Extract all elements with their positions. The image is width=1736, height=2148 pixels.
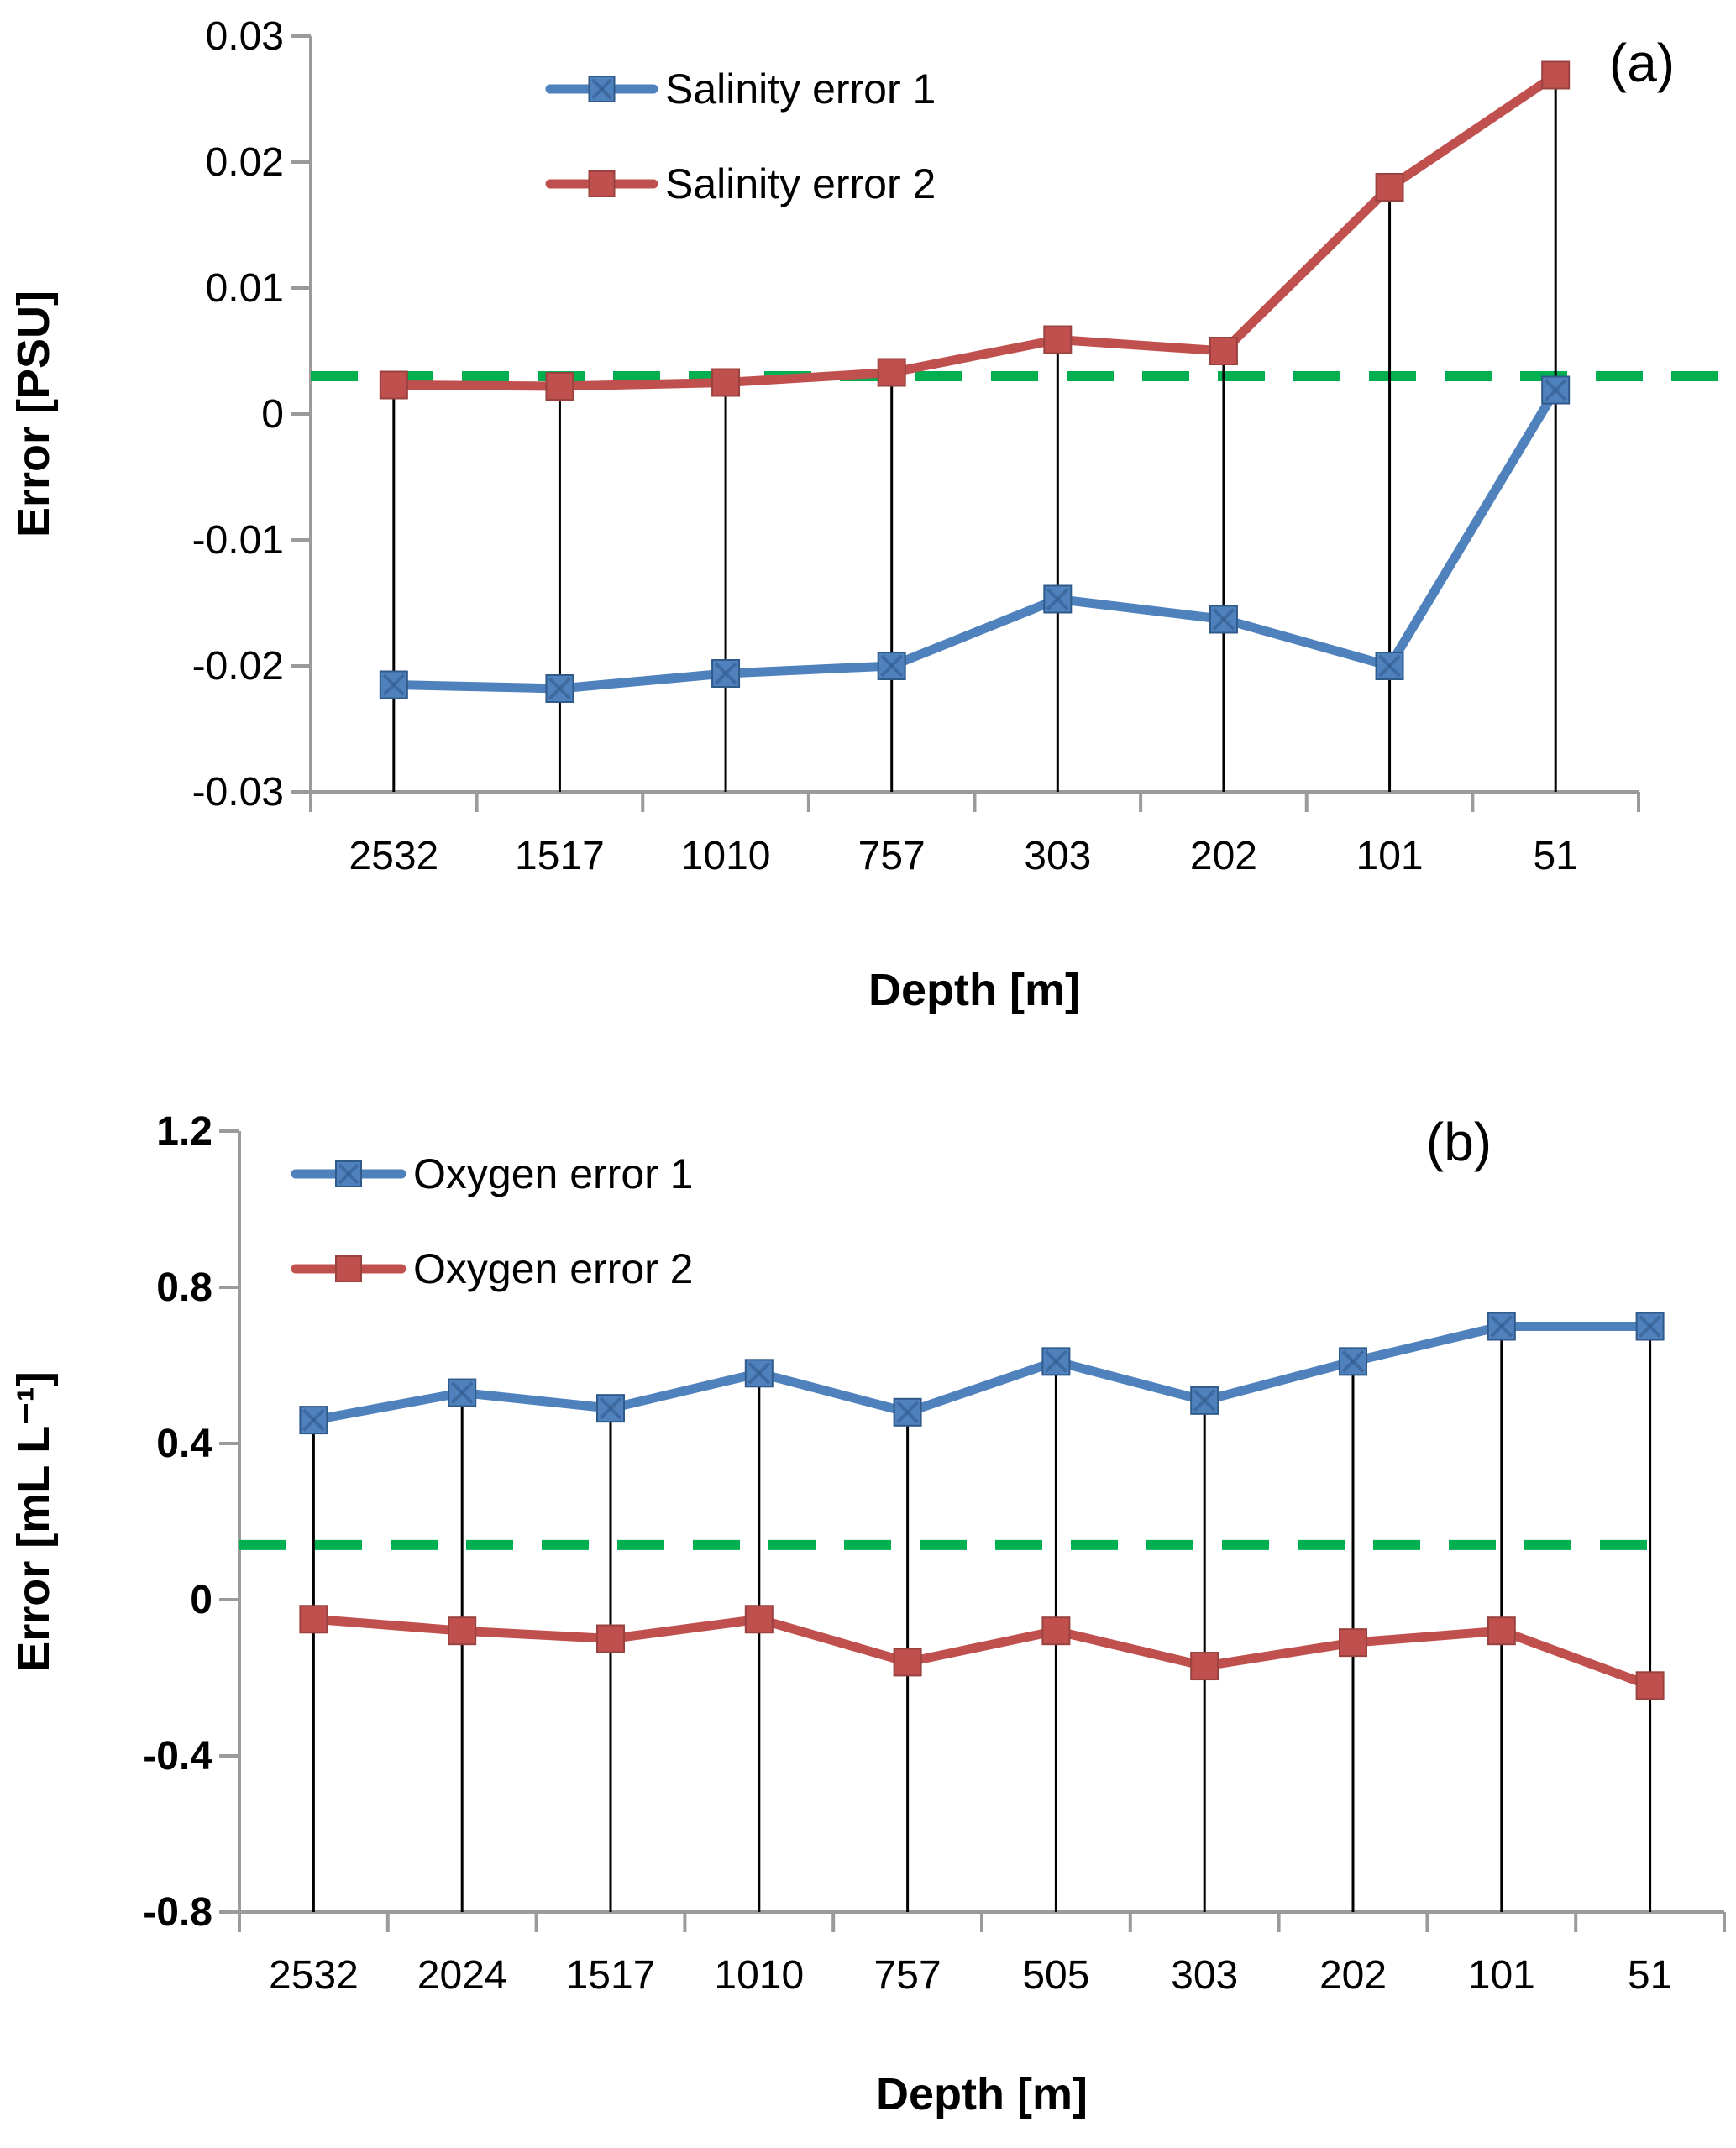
panel-a-series-salinity-error-1-marker-202-x2 <box>1212 608 1235 631</box>
panel-a-series-salinity-error-2-line <box>389 71 1560 391</box>
panel-a-series-salinity-error-1-marker-1010-x2 <box>714 662 737 685</box>
panel-a-series-salinity-error-2-marker-51 <box>1541 60 1571 90</box>
panel-b-series-oxygen-error-2-marker-101 <box>1487 1616 1516 1646</box>
panel-b-series-oxygen-error-1-marker-2532-x2 <box>302 1408 325 1432</box>
panel-b-legend-item-1-marker-x2 <box>338 1163 359 1185</box>
panel-b-y-tick-label-0.8: 0.8 <box>156 1265 212 1310</box>
panel-b-series-oxygen-error-2-line <box>308 1614 1655 1690</box>
panel-a-series-salinity-error-1-marker-1517-x2 <box>548 677 571 700</box>
panel-a-y-tick-label--0.03: -0.03 <box>192 770 284 815</box>
panel-a-series-salinity-error-2-marker-2532 <box>379 370 408 400</box>
panel-b-label: (b) <box>1426 1112 1492 1172</box>
panel-b-x-label-1010: 1010 <box>714 1953 804 1998</box>
panel-a-y-tick-label--0.02: -0.02 <box>192 644 284 689</box>
panel-b-legend-item-2-marker <box>335 1255 362 1282</box>
panel-a-x-label-1010: 1010 <box>681 834 771 878</box>
panel-a-x-label-1517: 1517 <box>515 834 605 878</box>
panel-b-series-oxygen-error-1-marker-303-x2 <box>1193 1389 1216 1412</box>
panel-b-series-oxygen-error-1-marker-51-x2 <box>1639 1315 1662 1338</box>
panel-a-series-salinity-error-1-marker-51-x2 <box>1544 379 1567 401</box>
panel-b-x-axis-title: Depth [m] <box>876 2069 1088 2119</box>
panel-b-series-oxygen-error-2-marker-757 <box>893 1648 922 1677</box>
panel-b-series-oxygen-error-1-line <box>308 1322 1655 1425</box>
panel-a-series-salinity-error-2-marker-1010 <box>711 368 741 397</box>
panel-a-series-salinity-error-1-line <box>389 385 1560 694</box>
panel-a-series-salinity-error-2-marker-202 <box>1209 337 1238 365</box>
panel-b-x-label-303: 303 <box>1171 1953 1238 1998</box>
panel-a-series-salinity-error-2-marker-1517 <box>545 372 574 401</box>
panel-b-x-label-1517: 1517 <box>566 1953 656 1998</box>
panel-b-y-tick-label-1.2: 1.2 <box>156 1109 212 1154</box>
panel-a-x-label-51: 51 <box>1533 834 1577 878</box>
panel-a-legend-item-2-label: Salinity error 2 <box>665 160 936 207</box>
panel-b-series-oxygen-error-1-marker-1517-x2 <box>599 1396 622 1420</box>
panel-b-x-label-2532: 2532 <box>269 1953 359 1998</box>
panel-b-series-oxygen-error-2-marker-51 <box>1635 1671 1665 1700</box>
panel-a-legend-item-2-marker <box>588 170 616 197</box>
panel-b-series-oxygen-error-2-marker-303 <box>1190 1652 1219 1681</box>
panel-b-x-label-101: 101 <box>1468 1953 1535 1998</box>
panel-b-series-oxygen-error-1-marker-2024-x2 <box>450 1381 474 1404</box>
panel-a-y-tick-label-0.01: 0.01 <box>206 266 284 311</box>
panel-b-legend-item-2-label: Oxygen error 2 <box>413 1245 693 1292</box>
panel-b-x-label-202: 202 <box>1319 1953 1387 1998</box>
panel-a-legend-item-1-marker-x2 <box>591 78 612 100</box>
panel-b-x-label-757: 757 <box>874 1953 941 1998</box>
panel-a-y-tick-label-0.02: 0.02 <box>206 140 284 185</box>
panel-b-series-oxygen-error-2-marker-1517 <box>596 1624 625 1653</box>
panel-b-series-oxygen-error-1-marker-1010-x2 <box>747 1361 771 1385</box>
panel-b-series-oxygen-error-2-marker-2024 <box>448 1616 477 1646</box>
panel-a-series-salinity-error-1-marker-757-x2 <box>880 654 904 678</box>
panel-b-series-oxygen-error-1-marker-757-x2 <box>896 1401 920 1424</box>
panel-a-x-label-757: 757 <box>858 834 926 878</box>
panel-b-series-oxygen-error-2-marker-1010 <box>744 1605 774 1634</box>
panel-a-label: (a) <box>1609 33 1675 93</box>
panel-a: 0.03 0.02 0.01 0 -0.01 -0.02 -0.03 2532 1517 1010… <box>8 14 1722 1015</box>
panel-a-x-label-202: 202 <box>1190 834 1257 878</box>
panel-a-y-tick-label-0: 0 <box>261 392 284 437</box>
panel-b-series-oxygen-error-2-marker-2532 <box>299 1605 328 1634</box>
panel-a-series-salinity-error-2-marker-757 <box>877 358 906 387</box>
panel-b-y-tick-label--0.8: -0.8 <box>143 1890 212 1935</box>
panel-a-series-salinity-error-1-marker-101-x2 <box>1378 654 1401 678</box>
panel-b-y-tick-label-0.4: 0.4 <box>156 1422 212 1466</box>
panel-a-x-label-2532: 2532 <box>349 834 438 878</box>
panel-a-legend-item-1-label: Salinity error 1 <box>665 65 936 113</box>
panel-b-x-label-505: 505 <box>1022 1953 1089 1998</box>
panel-b-series-oxygen-error-2-marker-202 <box>1339 1628 1367 1658</box>
panel-a-x-label-303: 303 <box>1024 834 1091 878</box>
panel-a-y-tick-label--0.01: -0.01 <box>192 518 284 563</box>
panel-a-series-salinity-error-1-marker-303-x2 <box>1046 588 1069 610</box>
panel-a-y-axis-title: Error [PSU] <box>8 291 59 537</box>
panel-b-x-label-2024: 2024 <box>417 1953 507 1998</box>
panel-b: 1.2 0.8 0.4 0 -0.4 -0.8 2532 2024 1517 1010 757 505… <box>8 1109 1726 2119</box>
panel-b-series-oxygen-error-2-marker-505 <box>1041 1616 1071 1646</box>
panel-a-series-salinity-error-2-marker-303 <box>1043 325 1073 354</box>
panel-b-series-oxygen-error-1-marker-101-x2 <box>1490 1315 1513 1338</box>
panel-a-y-tick-label-0.03: 0.03 <box>206 14 284 59</box>
panel-b-series-oxygen-error-1-marker-202-x2 <box>1341 1349 1365 1373</box>
panel-a-series-salinity-error-1-marker-2532-x2 <box>382 673 406 696</box>
panel-b-y-tick-label--0.4: -0.4 <box>143 1734 212 1779</box>
panel-a-series-salinity-error-2-marker-101 <box>1375 173 1404 202</box>
panel-b-y-tick-label-0: 0 <box>190 1578 212 1622</box>
panel-b-y-axis-title: Error [mL L⁻¹] <box>8 1371 59 1672</box>
panel-a-x-label-101: 101 <box>1356 834 1424 878</box>
panel-b-series-oxygen-error-1-marker-505-x2 <box>1044 1349 1067 1373</box>
panel-b-legend-item-1-label: Oxygen error 1 <box>413 1150 693 1197</box>
panel-b-x-label-51: 51 <box>1628 1953 1672 1998</box>
panel-a-x-axis-title: Depth [m] <box>868 965 1080 1015</box>
